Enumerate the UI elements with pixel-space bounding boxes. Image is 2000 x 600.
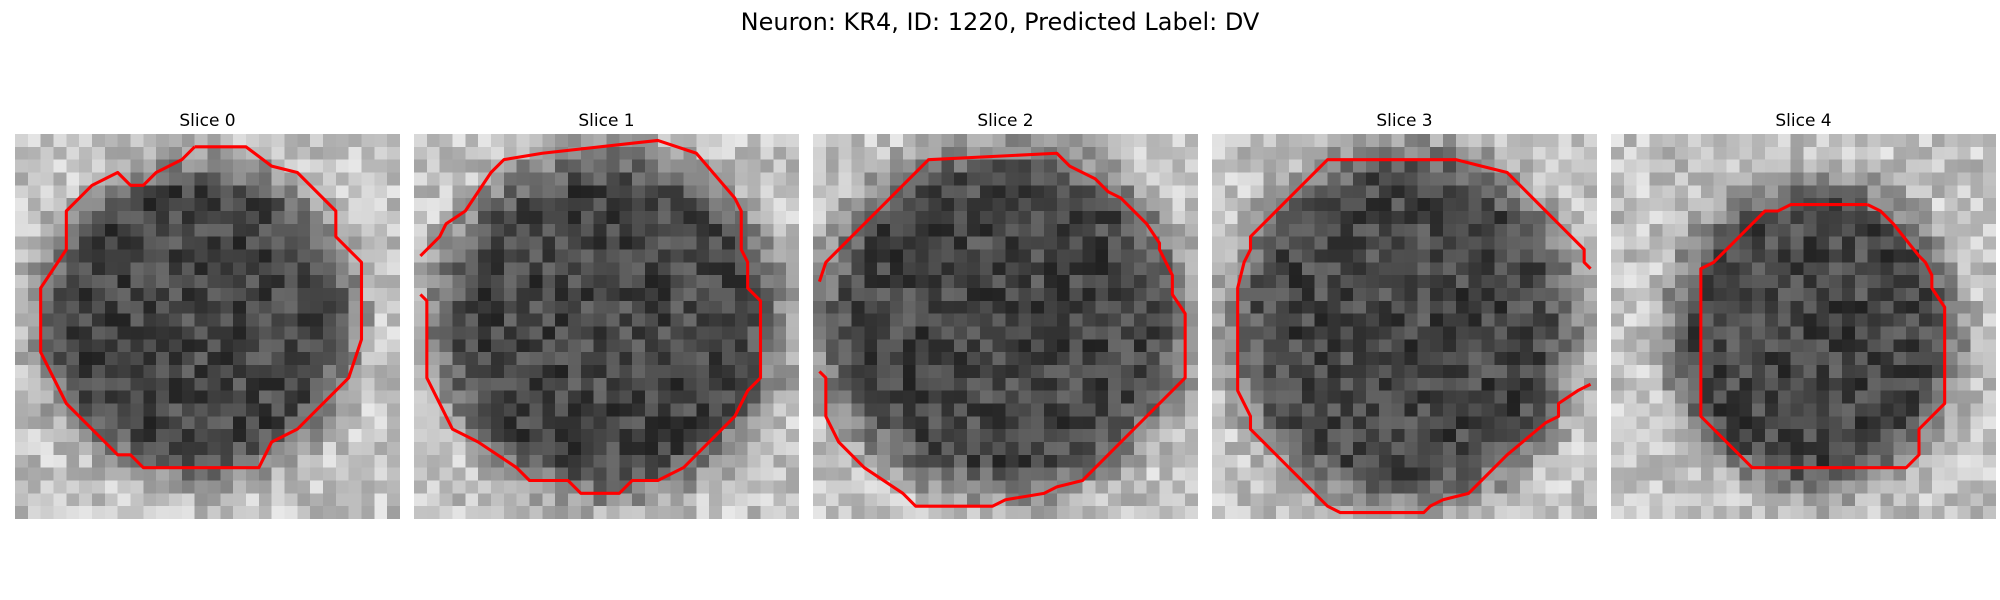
slice-panel-2: Slice 2 [813, 110, 1198, 519]
slice-image [1611, 134, 1996, 519]
slice-title: Slice 4 [1775, 111, 1832, 131]
slice-image [813, 134, 1198, 519]
slice-image [1212, 134, 1597, 519]
slice-panel-1: Slice 1 [414, 110, 799, 519]
pixel-texture [813, 134, 1198, 519]
slice-title: Slice 0 [179, 111, 236, 131]
segmentation-contour [419, 138, 763, 495]
slice-image [414, 134, 799, 519]
pixel-texture [1212, 134, 1597, 519]
pixel-texture [1611, 134, 1996, 519]
segmentation-contour [1699, 203, 1947, 470]
slice-title: Slice 3 [1376, 111, 1433, 131]
slice-image [15, 134, 400, 519]
slice-panel-4: Slice 4 [1611, 110, 1996, 519]
figure-title: Neuron: KR4, ID: 1220, Predicted Label: … [740, 8, 1260, 36]
slice-title: Slice 1 [578, 111, 635, 131]
slice-panel-3: Slice 3 [1212, 110, 1597, 519]
slice-panel-0: Slice 0 [15, 110, 400, 519]
segmentation-contour [817, 151, 1187, 508]
pixel-texture [15, 134, 400, 519]
segmentation-contour [39, 145, 364, 470]
pixel-texture [414, 134, 799, 519]
segmentation-contour [1236, 158, 1592, 515]
slice-title: Slice 2 [977, 111, 1034, 131]
